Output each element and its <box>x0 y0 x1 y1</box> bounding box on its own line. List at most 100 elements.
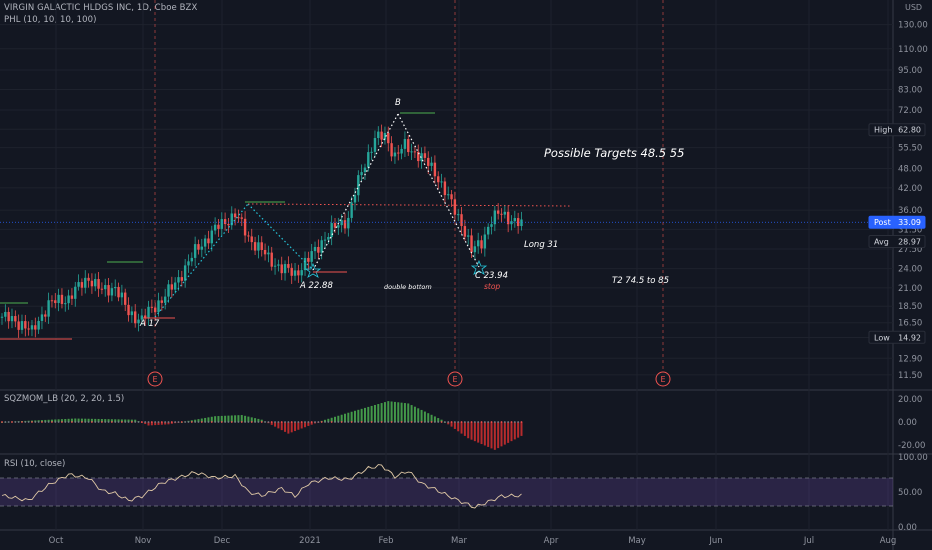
momentum-bar[interactable] <box>517 422 520 438</box>
momentum-bar[interactable] <box>490 422 493 449</box>
momentum-bar[interactable] <box>363 407 366 422</box>
momentum-bar[interactable] <box>67 418 70 422</box>
candle[interactable] <box>360 164 363 182</box>
rsi-title[interactable]: RSI (10, close) <box>4 459 65 469</box>
candle[interactable] <box>104 278 107 297</box>
candle[interactable] <box>310 243 313 266</box>
candle[interactable] <box>220 212 223 236</box>
candle[interactable] <box>447 186 450 200</box>
candles[interactable] <box>0 124 523 338</box>
candle[interactable] <box>57 288 60 312</box>
candle[interactable] <box>173 277 177 294</box>
momentum-bar[interactable] <box>167 422 170 425</box>
candle[interactable] <box>190 252 194 267</box>
candle[interactable] <box>490 216 493 235</box>
pattern-leg[interactable] <box>154 203 249 318</box>
momentum-bar[interactable] <box>204 417 207 422</box>
candle[interactable] <box>427 151 430 175</box>
candle[interactable] <box>207 230 210 250</box>
momentum-bar[interactable] <box>260 419 263 422</box>
momentum-bar[interactable] <box>337 415 340 422</box>
candle[interactable] <box>0 313 4 325</box>
momentum-bar[interactable] <box>357 409 360 422</box>
candle[interactable] <box>114 279 117 297</box>
candle[interactable] <box>437 171 440 190</box>
candle[interactable] <box>227 217 230 233</box>
momentum-bar[interactable] <box>247 416 250 422</box>
candle[interactable] <box>130 306 134 323</box>
momentum-bar[interactable] <box>124 419 127 422</box>
price-tag-high[interactable]: High 62.80 <box>868 123 926 137</box>
candle[interactable] <box>480 235 483 254</box>
momentum-bar[interactable] <box>237 415 240 422</box>
candle[interactable] <box>240 213 243 227</box>
momentum-bar[interactable] <box>503 422 506 445</box>
momentum-bar[interactable] <box>110 419 113 422</box>
candle[interactable] <box>137 313 140 332</box>
candle[interactable] <box>147 300 150 326</box>
candle[interactable] <box>363 163 367 181</box>
momentum-bar[interactable] <box>80 418 83 422</box>
momentum-bar[interactable] <box>40 420 43 422</box>
candle[interactable] <box>160 296 164 311</box>
candle[interactable] <box>30 320 34 337</box>
momentum-bar[interactable] <box>194 419 197 422</box>
momentum-bar[interactable] <box>297 422 300 430</box>
candle[interactable] <box>110 282 114 302</box>
momentum-bar[interactable] <box>510 422 513 442</box>
momentum-bar[interactable] <box>290 422 293 433</box>
momentum-bar[interactable] <box>307 422 310 426</box>
candle[interactable] <box>4 304 7 322</box>
momentum-bar[interactable] <box>340 414 343 422</box>
candle[interactable] <box>273 258 277 275</box>
candle[interactable] <box>467 228 470 245</box>
candle[interactable] <box>417 144 420 168</box>
neckline[interactable] <box>247 203 571 207</box>
momentum-bar[interactable] <box>154 422 157 426</box>
momentum-bar[interactable] <box>500 422 503 447</box>
candle[interactable] <box>60 288 64 309</box>
momentum-bar[interactable] <box>467 422 470 439</box>
point-c-label[interactable]: C 23.94 <box>475 271 508 281</box>
candle[interactable] <box>390 136 393 162</box>
candle[interactable] <box>407 135 410 156</box>
candle[interactable] <box>483 226 487 257</box>
candle[interactable] <box>317 239 320 259</box>
candle[interactable] <box>90 273 94 294</box>
candle[interactable] <box>94 273 97 292</box>
momentum-bar[interactable] <box>54 419 57 422</box>
candle[interactable] <box>34 317 37 338</box>
momentum-bar[interactable] <box>217 416 220 422</box>
candle[interactable] <box>300 263 303 283</box>
candle[interactable] <box>100 282 104 295</box>
candle[interactable] <box>410 143 413 161</box>
momentum-bar[interactable] <box>353 410 356 422</box>
momentum-bar[interactable] <box>144 422 147 425</box>
momentum-bar[interactable] <box>234 415 237 422</box>
momentum-bar[interactable] <box>74 418 77 422</box>
momentum-bar[interactable] <box>450 422 453 427</box>
candle[interactable] <box>387 126 390 152</box>
momentum-bar[interactable] <box>380 403 383 422</box>
candle[interactable] <box>80 278 84 296</box>
pattern-leg[interactable] <box>312 113 399 271</box>
candle[interactable] <box>200 238 203 258</box>
momentum-bar[interactable] <box>90 418 93 422</box>
candle[interactable] <box>243 211 247 243</box>
momentum-bar[interactable] <box>64 418 67 422</box>
candle[interactable] <box>473 240 477 260</box>
candle[interactable] <box>283 260 287 281</box>
momentum-bar[interactable] <box>347 412 350 422</box>
momentum-bar[interactable] <box>214 416 217 422</box>
candle[interactable] <box>430 156 433 172</box>
momentum-bar[interactable] <box>427 413 430 422</box>
momentum-bar[interactable] <box>250 417 253 422</box>
candle[interactable] <box>367 144 370 172</box>
candle[interactable] <box>506 205 510 233</box>
candle[interactable] <box>140 308 144 325</box>
candle[interactable] <box>193 236 197 267</box>
candle[interactable] <box>230 206 233 230</box>
candle[interactable] <box>270 246 273 271</box>
momentum-bar[interactable] <box>117 419 120 422</box>
